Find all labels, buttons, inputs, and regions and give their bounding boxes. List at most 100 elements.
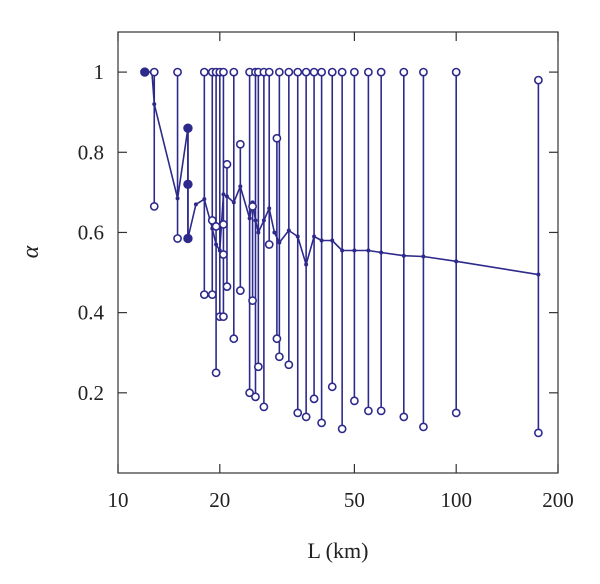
range-max-marker [149,67,159,77]
mean-point [202,197,207,202]
y-axis-ticks: 0.2 0.4 0.6 0.8 1 [78,60,558,405]
mean-point [536,272,541,277]
mean-point [295,234,300,239]
range-min-marker [309,394,319,404]
mean-point [304,262,309,267]
mean-point [224,194,229,199]
range-min-marker [207,290,217,299]
range-min-marker [349,396,359,406]
open-marker [207,216,217,225]
range-max-marker [349,67,359,77]
y-tick-label: 0.8 [78,140,104,164]
range-min-marker [253,362,263,372]
range-min-marker [173,234,182,243]
range-max-marker [272,133,282,143]
mean-point [454,259,459,264]
range-min-marker [274,352,284,362]
y-tick-label: 0.4 [78,301,105,325]
range-max-marker [337,67,347,77]
range-min-marker [284,360,294,370]
range-max-marker [199,67,209,77]
range-max-marker [301,67,311,77]
range-min-marker [301,412,311,422]
range-max-marker [235,139,245,149]
range-min-marker [199,290,209,299]
mean-point [379,250,384,255]
x-tick-label: 20 [209,488,230,512]
range-min-marker [451,408,461,418]
open-marker [219,220,228,229]
range-min-marker [399,412,409,422]
range-min-marker [363,406,373,416]
mean-point [330,238,335,243]
range-min-marker [533,428,543,438]
range-min-marker [235,286,245,295]
mean-point [175,196,180,201]
range-min-marker [264,240,274,249]
range-min-marker [272,334,282,344]
x-tick-label: 50 [344,488,365,512]
mean-point [221,192,226,197]
range-max-marker [419,67,428,77]
range-max-marker [533,75,543,85]
y-tick-label: 0.6 [78,220,104,244]
mean-line [144,71,539,276]
range-min-marker [376,406,386,416]
range-min-marker [248,296,257,306]
range-max-marker [399,67,409,77]
filled-marker [183,179,193,190]
mean-point [319,238,324,243]
range-max-marker [293,67,303,77]
range-min-marker [419,422,428,432]
range-min-marker [337,424,347,434]
mean-point [352,248,357,253]
range-max-marker [229,67,239,77]
range-min-marker [211,368,221,378]
mean-point [312,234,317,239]
range-max-marker [173,67,182,77]
range-min-marker [259,402,269,412]
x-axis-ticks: 10 20 50 100 200 [108,32,574,512]
mean-point [231,200,236,205]
y-axis-label: α [18,245,44,258]
mean-point [421,254,426,259]
mean-point [193,202,198,207]
mean-point [247,216,252,221]
plot-frame [117,31,559,474]
mean-point [256,230,261,235]
range-max-marker [363,67,373,77]
open-marker [211,222,221,231]
range-max-marker [327,67,337,77]
x-tick-label: 200 [542,488,574,512]
range-max-marker [309,67,319,77]
mean-point [401,253,406,258]
y-tick-label: 1 [94,60,105,84]
x-axis-label: L (km) [308,538,369,563]
mean-point [277,240,282,245]
mean-point [340,248,345,253]
filled-marker [140,67,150,77]
mean-point [238,184,243,189]
mean-point [253,218,258,223]
range-min-marker [293,408,303,418]
range-min-marker [245,388,255,398]
range-min-marker [229,334,239,344]
mean-point [152,102,157,107]
range-min-marker [219,312,228,322]
range-min-marker [251,392,260,402]
range-max-marker [451,67,461,77]
x-tick-label: 100 [440,488,472,512]
range-max-marker [219,67,228,77]
mean-point [272,230,277,235]
mean-point [366,248,371,253]
markers [140,67,543,438]
x-tick-label: 10 [108,488,129,512]
filled-marker [183,123,193,133]
range-lines [153,72,540,433]
open-marker [219,250,228,259]
range-max-marker [376,67,386,77]
range-max-marker [274,67,284,77]
mean-point [214,242,219,247]
